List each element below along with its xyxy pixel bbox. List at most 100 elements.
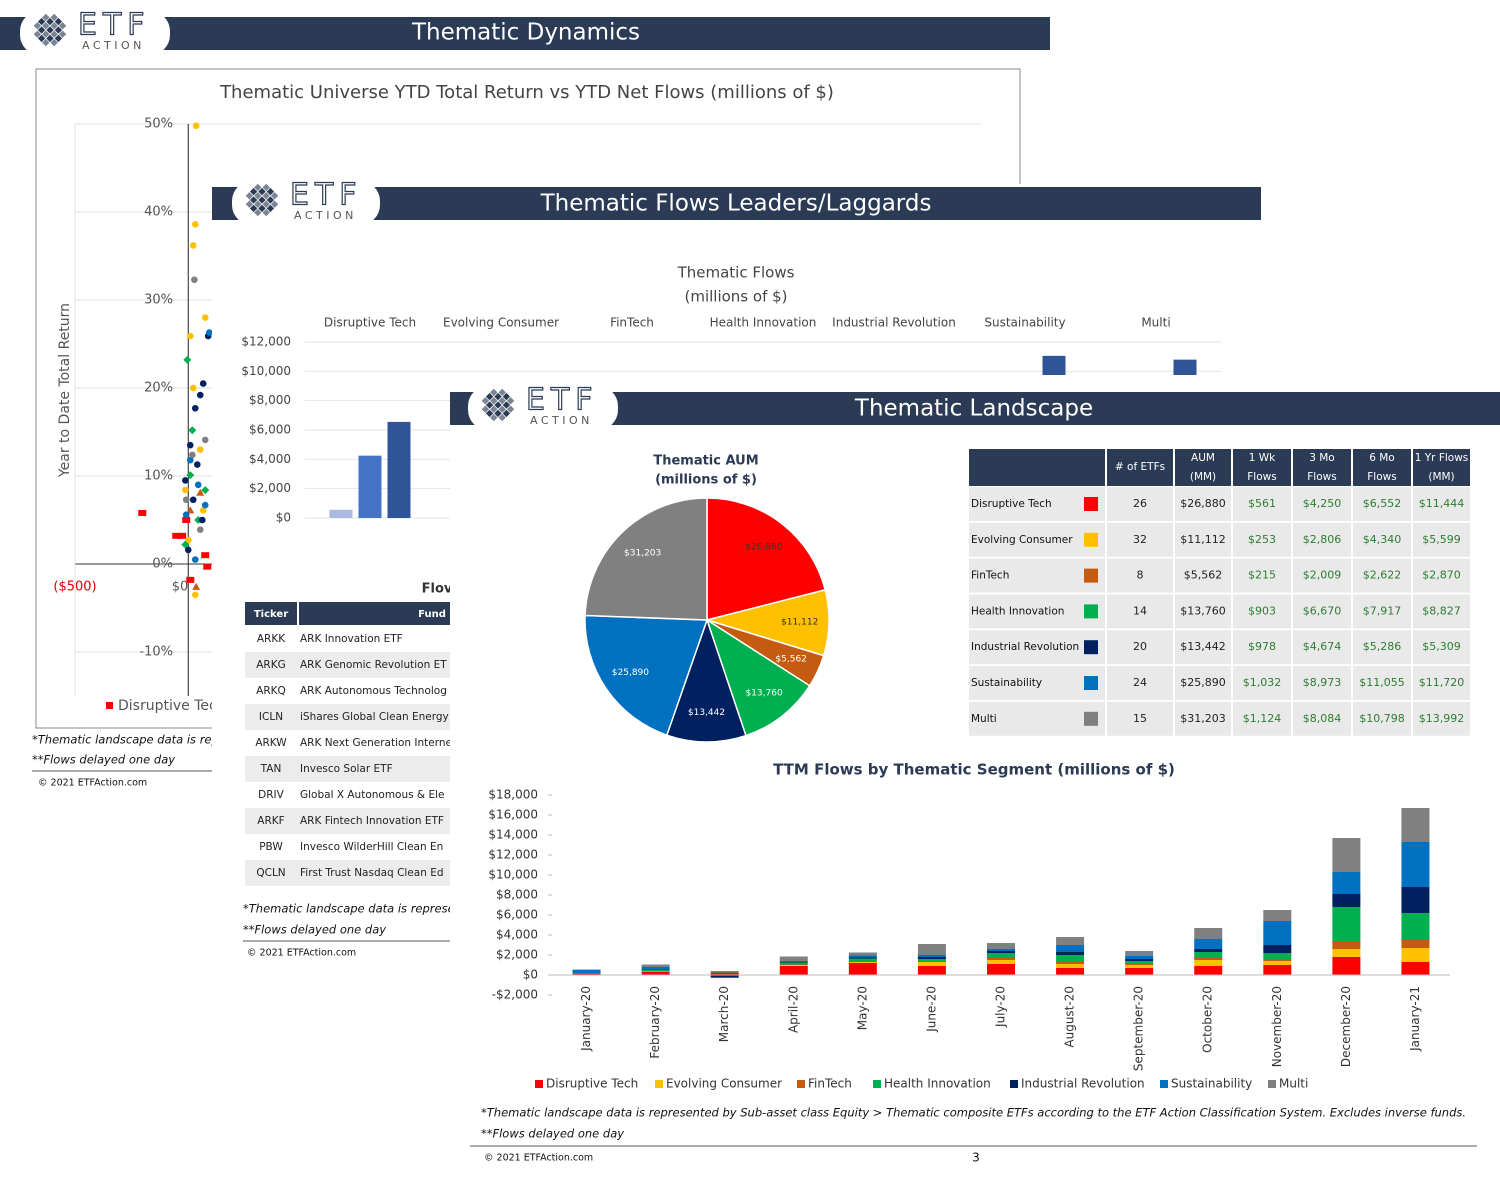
bar-segment: [1125, 951, 1154, 956]
cell-bg: [1353, 558, 1411, 593]
row-swatch: [1084, 568, 1098, 583]
bar-segment: [641, 972, 670, 975]
table-cell: $215: [1248, 569, 1276, 582]
bar-segment: [1401, 808, 1430, 842]
y-tick-label: $8,000: [249, 393, 291, 407]
cell-bg: [1175, 594, 1231, 629]
bar-segment: [1194, 958, 1223, 960]
point: [182, 517, 191, 523]
table-cell: ARK Next Generation Interne: [300, 737, 452, 749]
logo-dot: [50, 38, 58, 47]
legend-label: Multi: [1279, 1077, 1308, 1091]
logo-dot: [249, 196, 258, 204]
row-swatch: [1084, 640, 1098, 655]
logo-dot: [58, 22, 67, 30]
y-tick-label: $18,000: [488, 788, 538, 802]
table-cell: Global X Autonomous & Ele: [300, 789, 444, 801]
table-cell: TAN: [260, 763, 282, 775]
logo-dot: [262, 192, 270, 200]
bar-segment: [917, 955, 946, 957]
y-tick-label: $0: [523, 968, 538, 982]
slide-title: Thematic Flows Leaders/Laggards: [540, 191, 932, 217]
table-cell: $4,674: [1303, 640, 1342, 653]
point: [194, 461, 201, 468]
legend-swatch: [873, 1080, 881, 1088]
bar-segment: [1056, 952, 1085, 955]
table-cell: 14: [1133, 604, 1147, 617]
cell-bg: [969, 487, 1105, 521]
chart-title: Thematic Universe YTD Total Return vs YT…: [219, 82, 834, 103]
table-cell: $8,973: [1303, 676, 1342, 689]
row-label: Disruptive Tech: [971, 498, 1052, 510]
bar-segment: [1401, 940, 1430, 948]
slice-label: $31,203: [624, 549, 661, 559]
bar-segment: [1332, 872, 1361, 894]
table-cell: Invesco WilderHill Clean En: [300, 841, 443, 853]
table-header-bg: [969, 449, 1105, 486]
table-cell: $8,084: [1303, 712, 1342, 725]
table-cell: $903: [1248, 604, 1276, 617]
logo-dot: [502, 392, 511, 401]
table-cell: $11,720: [1419, 676, 1465, 689]
category-label: Industrial Revolution: [832, 316, 956, 330]
y-tick-label: $16,000: [488, 808, 538, 822]
logo-dot: [485, 392, 494, 401]
bar-segment: [1194, 928, 1223, 939]
point: [196, 446, 204, 453]
table-cell: PBW: [259, 841, 283, 853]
chart-subtitle: (millions of $): [684, 288, 787, 306]
bar-segment: [987, 949, 1015, 951]
table-cell: $2,806: [1303, 533, 1342, 546]
logo-dot: [490, 388, 498, 397]
table-cell: $8,827: [1422, 604, 1461, 617]
x-tick-label: March-20: [717, 986, 731, 1042]
logo-dot: [266, 196, 275, 204]
logo-dot: [46, 17, 54, 26]
slide-landscape: Thematic Landscape Thematic AUM (million…: [450, 375, 1500, 1188]
category-label: Sustainability: [984, 316, 1065, 330]
logo-dot: [50, 13, 58, 22]
table-cell: 8: [1137, 569, 1144, 582]
point: [198, 516, 206, 524]
legend-label: Industrial Revolution: [1021, 1077, 1145, 1091]
logo-dot: [502, 409, 511, 418]
pie-slice: [665, 617, 747, 743]
logo-dot: [498, 397, 506, 405]
point: [172, 532, 181, 539]
point: [203, 563, 212, 570]
logo-name: ETF: [526, 383, 599, 418]
bar-segment: [1194, 960, 1223, 966]
logo-dot: [481, 405, 490, 413]
y-tick-label: -$2,000: [492, 988, 538, 1002]
bar-segment: [987, 943, 1015, 949]
logo-tagline: ACTION: [82, 39, 145, 52]
row-label: Health Innovation: [971, 605, 1064, 617]
y-tick-label: 40%: [144, 205, 173, 220]
table-cell: $31,203: [1180, 712, 1226, 725]
cell-bg: [1293, 594, 1351, 629]
bar-segment: [987, 953, 1015, 958]
table-header-bg: [1175, 449, 1231, 486]
y-tick-label: $2,000: [496, 948, 538, 962]
bar-segment: [572, 969, 601, 970]
table-cell: 24: [1133, 676, 1147, 689]
footnote: *Thematic landscape data is represent: [243, 902, 467, 916]
x-tick-label: September-20: [1132, 986, 1146, 1071]
cell-bg: [1107, 594, 1173, 629]
logo-name: ETF: [78, 8, 151, 43]
column-header: 1 Wk: [1249, 452, 1276, 464]
bar-segment: [848, 955, 877, 958]
logo-dot: [46, 34, 54, 43]
logo-dot: [490, 413, 498, 422]
bar-segment: [779, 966, 808, 975]
cell-bg: [1233, 487, 1291, 521]
cell-bg: [1107, 522, 1173, 557]
copyright: © 2021 ETFAction.com: [484, 1153, 593, 1164]
y-tick-label: $8,000: [496, 888, 538, 902]
bar-segment: [710, 975, 739, 977]
point: [181, 540, 190, 549]
bar-segment: [1125, 964, 1154, 965]
y-tick-label: 0%: [152, 557, 173, 572]
footnote: **Flows delayed one day: [32, 753, 175, 767]
cell-bg: [1233, 630, 1291, 665]
